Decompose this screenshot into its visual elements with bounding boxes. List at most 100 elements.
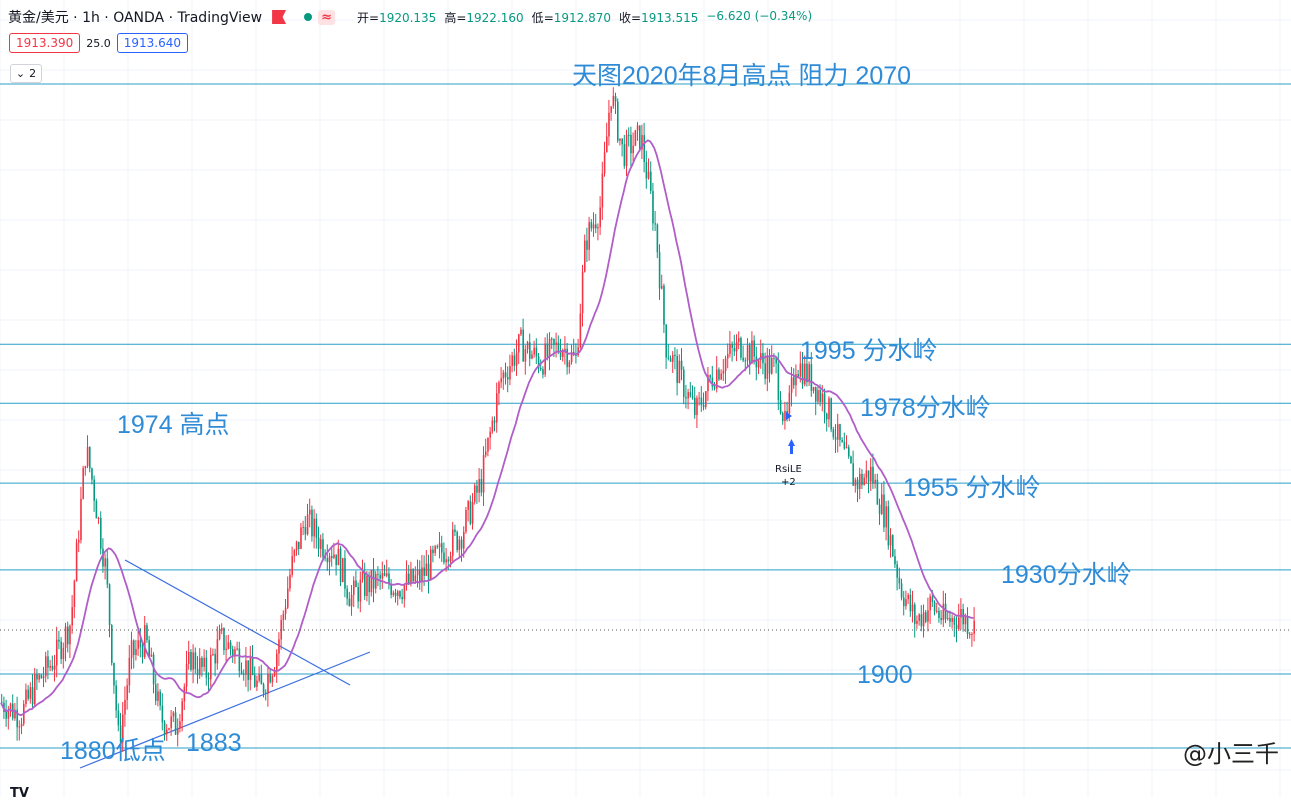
candle-body [238,648,241,672]
candle-body [540,368,542,370]
candle-body [454,529,456,532]
candle-body [799,363,802,377]
candle-body [881,494,883,514]
tradingview-logo-icon[interactable]: TV [10,786,29,801]
candle-body [14,709,16,719]
candle-body [705,391,707,408]
candle-body [817,390,819,402]
candle-body [504,372,507,378]
candle-body [469,501,472,524]
market-status[interactable]: ≈ [296,9,343,26]
candle-body [790,377,793,393]
author-watermark: @小三千 [1183,740,1279,768]
candle-body [812,387,815,391]
candle-body [232,648,234,656]
candle-body [518,334,520,353]
candle-body [218,630,221,640]
candle-body [859,473,861,490]
candle-body [830,398,832,430]
candle-body [733,347,736,352]
candle-body [724,358,727,371]
candle-body [20,723,23,727]
candle-body [29,687,32,699]
sell-button[interactable]: 1913.390 [9,33,81,53]
candle-body [181,701,183,722]
candle-body [672,354,674,362]
price-change: −6.620 (−0.34%) [706,8,813,23]
candle-body [212,653,214,655]
candle-body [291,556,293,575]
candle-body [782,413,784,422]
flag-icon[interactable] [272,10,287,24]
candle-body [170,716,172,729]
candle-body [689,392,692,397]
ascending-trendline [79,651,371,769]
candle-body [157,691,159,701]
candle-body [755,356,758,368]
indicators-collapse-button[interactable]: ⌄ 2 [10,64,42,83]
candle-body [423,567,425,576]
candle-body [883,494,885,528]
candle-body [632,145,634,154]
candle-body [258,674,260,681]
candle-body [493,420,496,423]
candle-body [344,558,346,589]
candle-body [315,518,318,538]
candle-body [366,575,368,596]
candle-body [25,689,27,705]
candle-body [907,594,909,600]
candle-body [84,466,87,469]
candle-body [634,130,637,146]
candle-body [392,592,395,595]
candle-body [458,539,461,551]
candle-body [971,633,973,635]
candle-body [438,543,441,548]
candle-body [955,624,958,629]
candle-body [658,252,661,289]
candle-body [346,588,348,599]
candle-body [309,509,311,515]
candle-body [887,506,890,546]
annotation-top: 天图2020年8月高点 阻力 2070 [572,62,912,90]
candle-body [216,639,219,664]
candle-body [727,354,729,359]
candle-body [93,479,95,501]
candle-body [350,594,353,607]
candle-body [773,358,775,360]
candle-body [960,609,962,618]
candle-body [91,468,93,480]
candle-body [931,596,934,602]
candle-body [819,390,821,403]
candle-body [229,642,232,649]
candle-body [707,375,709,392]
candle-body [401,597,403,600]
candle-body [383,573,386,576]
rsile-signal-label[interactable]: RsiLE +2 [775,464,802,488]
candle-body [207,677,210,680]
candle-body [564,348,566,352]
candle-body [276,653,278,672]
candle-body [317,537,320,549]
candle-body [599,207,601,227]
candle-body [67,626,69,645]
candle-body [51,665,54,670]
candle-body [922,612,925,627]
candle-body [161,705,164,723]
candle-body [764,363,766,379]
candle-body [379,574,381,579]
candle-body [467,501,469,510]
candle-body [826,413,828,420]
candle-body [612,96,615,107]
candle-body [478,479,480,493]
candle-body [898,577,901,584]
symbol-title[interactable]: 黄金/美元 · 1h · OANDA · TradingView [8,10,263,26]
candle-body [331,556,333,558]
candle-body [386,573,388,576]
candle-body [460,539,463,549]
buy-button[interactable]: 1913.640 [116,33,189,53]
candle-body [355,580,357,588]
candle-body [619,138,621,141]
candle-body [47,656,49,668]
